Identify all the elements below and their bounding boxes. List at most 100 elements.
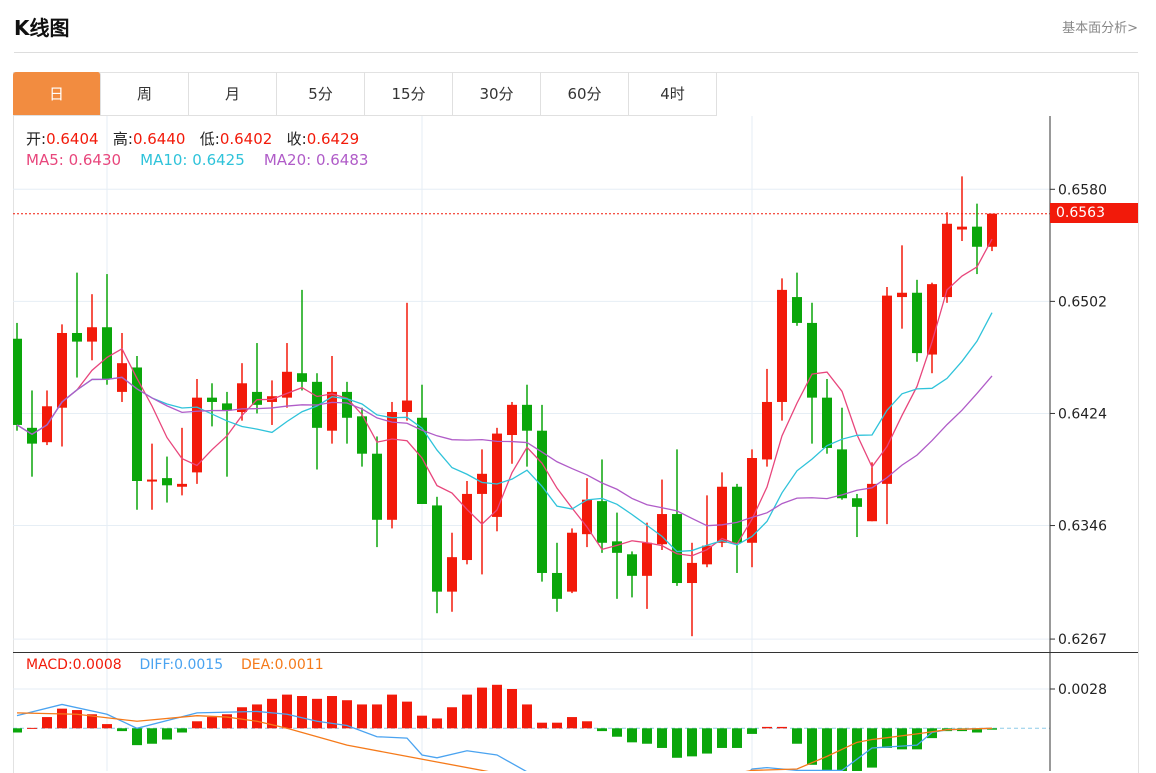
candle-body <box>13 338 22 425</box>
candle-body <box>402 400 412 413</box>
candle-body <box>327 391 337 431</box>
macd-bar <box>582 721 592 729</box>
candle-body <box>297 373 307 382</box>
candle <box>102 274 112 385</box>
macd-bar <box>417 715 427 729</box>
macd-bar <box>282 694 292 729</box>
high-label: 高: <box>112 130 133 148</box>
macd-bar <box>687 728 697 757</box>
candle-body <box>237 383 247 413</box>
candle <box>162 456 172 503</box>
candle <box>972 203 982 275</box>
fundamental-analysis-link[interactable]: 基本面分析> <box>1062 21 1138 36</box>
tab-30min[interactable]: 30分 <box>453 72 541 116</box>
candle <box>702 495 712 568</box>
macd-bar <box>102 724 112 729</box>
tab-day[interactable]: 日 <box>13 72 101 116</box>
macd-bar <box>237 707 247 729</box>
candle-body <box>897 292 907 298</box>
candle <box>942 212 952 303</box>
candle-body <box>522 404 532 431</box>
low-value: 0.6402 <box>219 130 273 148</box>
candle <box>357 407 367 467</box>
ohlc-info: 开:0.6404 高:0.6440 低:0.6402 收:0.6429 <box>26 128 359 149</box>
open-label: 开: <box>26 130 47 148</box>
tab-month[interactable]: 月 <box>189 72 277 116</box>
candle-body <box>762 401 772 460</box>
macd-bar <box>447 707 457 729</box>
macd-bar <box>27 727 37 729</box>
macd-bar <box>342 700 352 729</box>
period-tabs: 日 周 月 5分 15分 30分 60分 4时 <box>13 72 717 116</box>
candle-body <box>822 397 832 448</box>
macd-bar <box>13 728 22 733</box>
candle <box>897 245 907 329</box>
candle-body <box>567 532 577 592</box>
candle-body <box>252 391 262 405</box>
macd-bar <box>567 717 577 729</box>
macd-bar <box>117 728 127 732</box>
tab-60min[interactable]: 60分 <box>541 72 629 116</box>
candle <box>852 493 862 538</box>
macd-bar <box>492 684 502 729</box>
tab-15min[interactable]: 15分 <box>365 72 453 116</box>
macd-bar <box>732 728 742 748</box>
candle <box>312 373 322 470</box>
macd-bar <box>357 704 367 729</box>
macd-bar <box>987 728 997 730</box>
macd-bar <box>462 694 472 729</box>
macd-bar <box>162 728 172 740</box>
candle-body <box>777 289 787 402</box>
macd-bar <box>642 728 652 744</box>
ma5-line <box>16 238 993 557</box>
open-value: 0.6404 <box>46 130 99 148</box>
candle-body <box>477 473 487 494</box>
macd-bar <box>207 717 217 729</box>
macd-bar <box>897 728 907 750</box>
dea-line <box>16 712 993 771</box>
candle <box>807 302 817 444</box>
candle-body <box>972 226 982 247</box>
macd-bar <box>822 728 832 771</box>
candle <box>567 528 577 594</box>
candle <box>432 496 442 614</box>
candle <box>132 355 142 510</box>
candle <box>777 278 787 421</box>
candle-body <box>102 327 112 379</box>
candle-body <box>282 371 292 398</box>
macd-bar <box>537 722 547 729</box>
macd-bar <box>57 708 67 729</box>
candle <box>327 355 337 444</box>
y-tick-label: 0.6346 <box>1058 519 1107 535</box>
candle <box>537 404 547 582</box>
candle-body <box>87 327 97 342</box>
high-value: 0.6440 <box>132 130 186 148</box>
candle-body <box>177 483 187 487</box>
macd-bar <box>297 696 307 729</box>
macd-bar <box>432 718 442 729</box>
candle-body <box>192 397 202 473</box>
macd-bar <box>252 704 262 729</box>
candle <box>927 282 937 374</box>
candle <box>282 343 292 408</box>
candle-body <box>852 498 862 507</box>
candle <box>222 391 232 477</box>
tab-5min[interactable]: 5分 <box>277 72 365 116</box>
close-value: 0.6429 <box>306 130 360 148</box>
candle-body <box>372 453 382 520</box>
tab-week[interactable]: 周 <box>101 72 189 116</box>
candle <box>987 213 997 252</box>
candle <box>417 384 427 504</box>
macd-bar <box>522 704 532 729</box>
candle <box>267 380 277 425</box>
candle <box>297 289 307 391</box>
candle <box>867 462 877 522</box>
candle <box>252 343 262 414</box>
ma10-value: MA10: 0.6425 <box>140 151 245 169</box>
dea-value: DEA:0.0011 <box>240 657 324 673</box>
macd-bar <box>912 728 922 750</box>
macd-bar <box>387 694 397 729</box>
tab-4hour[interactable]: 4时 <box>629 72 717 116</box>
macd-bar <box>72 710 82 729</box>
